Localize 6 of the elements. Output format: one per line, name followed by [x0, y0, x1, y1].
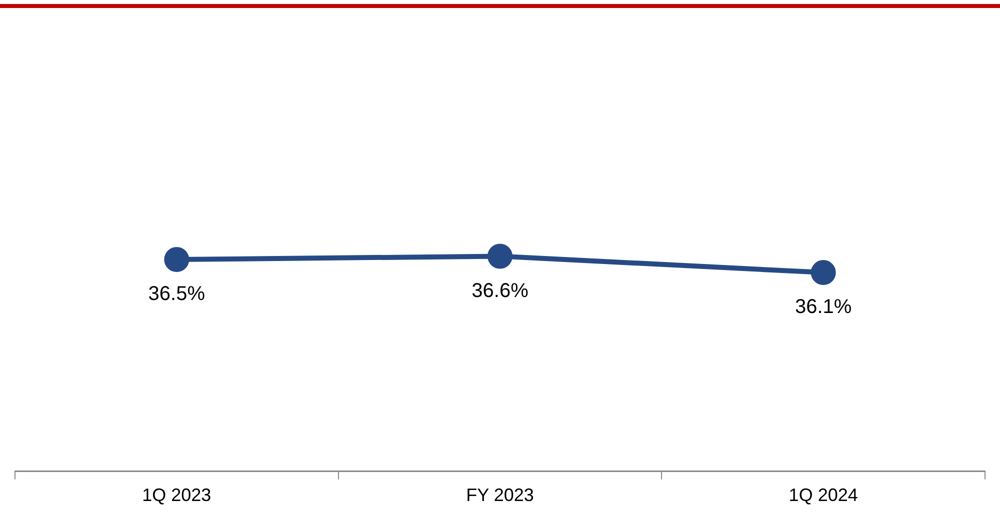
x-tick-label: FY 2023: [466, 485, 534, 506]
x-tick-label: 1Q 2024: [788, 485, 858, 506]
data-label: 36.6%: [472, 280, 529, 302]
x-tick-label: 1Q 2023: [142, 485, 212, 506]
data-label: 36.1%: [794, 296, 852, 318]
data-label: 36.5%: [148, 283, 206, 306]
